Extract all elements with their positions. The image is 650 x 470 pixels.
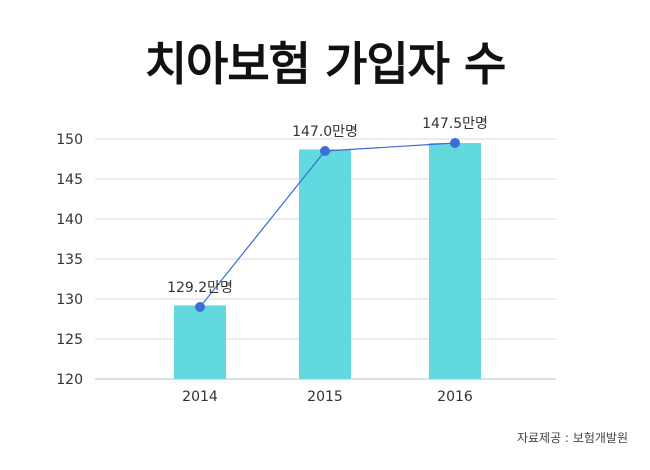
line-point [320, 146, 330, 156]
bar [429, 143, 481, 379]
x-tick-label: 2016 [437, 389, 473, 405]
x-tick-label: 2015 [307, 389, 343, 405]
source-note: 자료제공 : 보험개발원 [516, 431, 628, 445]
y-tick-label: 145 [56, 172, 83, 188]
line-point [450, 138, 460, 148]
data-labels: 129.2만명 147.0만명 147.5만명 [167, 116, 488, 296]
y-tick-label: 130 [56, 292, 83, 308]
x-tick-label: 2014 [182, 389, 218, 405]
y-tick-label: 125 [56, 332, 83, 348]
line-series [195, 138, 460, 312]
y-tick-label: 150 [56, 132, 83, 148]
line-point [195, 302, 205, 312]
chart-title: 치아보험 가입자 수 [144, 37, 507, 91]
y-tick-label: 135 [56, 252, 83, 268]
x-axis: 2014 2015 2016 [182, 389, 473, 405]
y-axis: 120 125 130 135 140 145 150 [56, 132, 83, 388]
bar [174, 305, 226, 379]
y-tick-label: 140 [56, 212, 83, 228]
bar [299, 149, 351, 379]
y-tick-label: 120 [56, 372, 83, 388]
data-label: 147.5만명 [422, 116, 488, 132]
data-label: 147.0만명 [292, 124, 358, 140]
bars [174, 143, 481, 379]
data-label: 129.2만명 [167, 280, 233, 296]
